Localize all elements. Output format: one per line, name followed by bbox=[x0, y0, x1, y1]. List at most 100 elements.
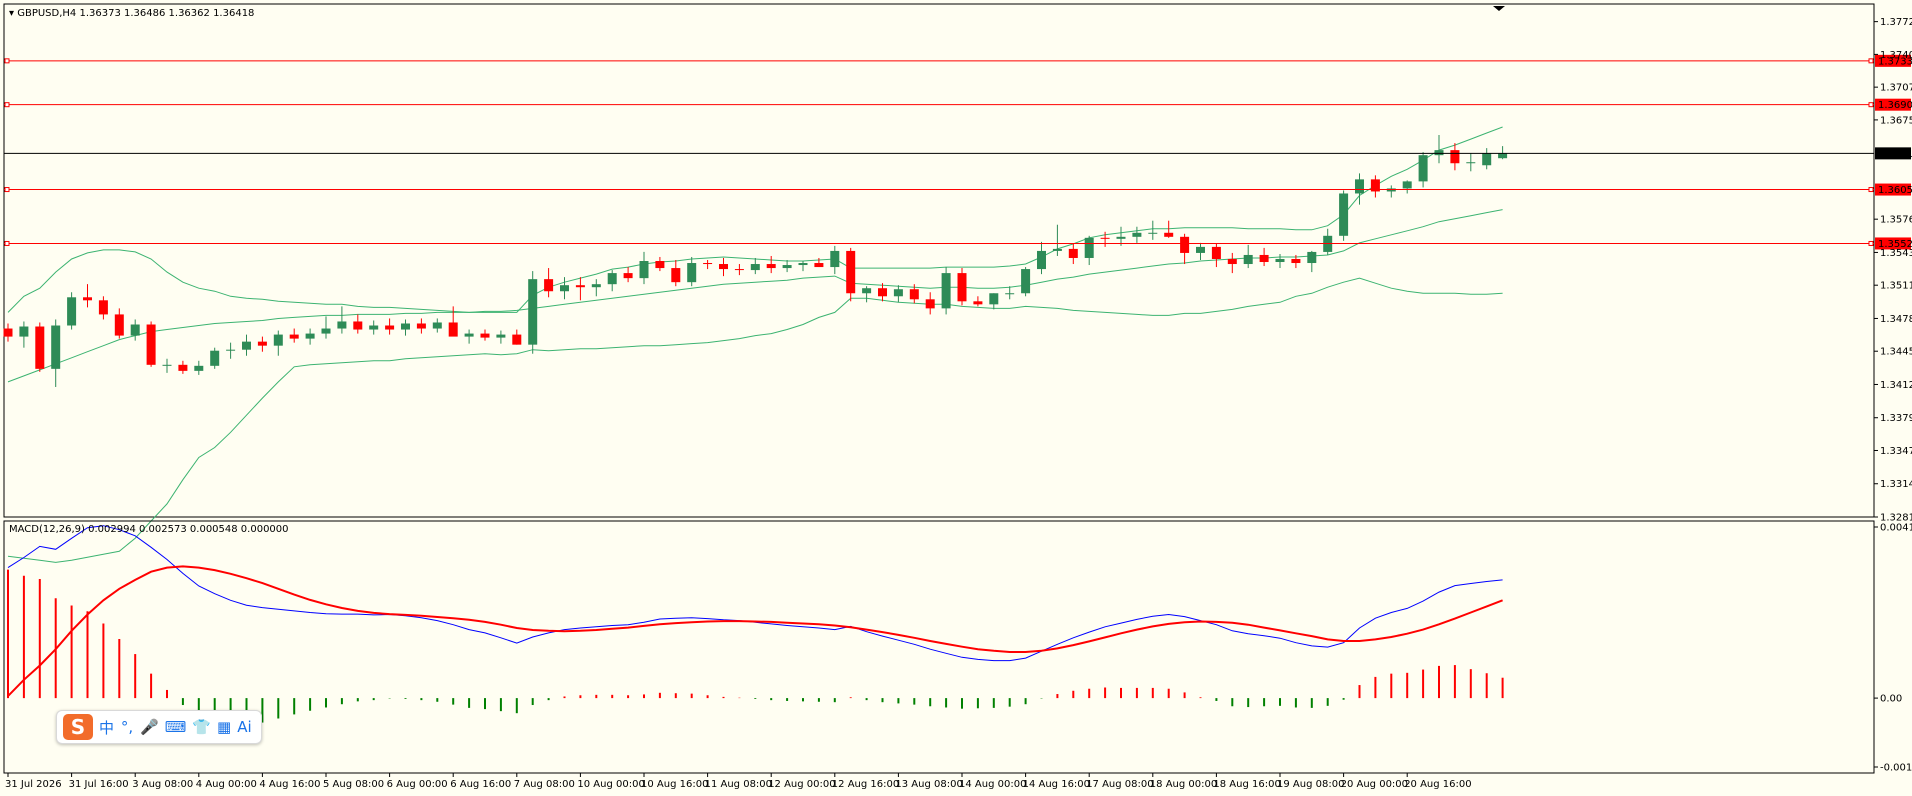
price-tick-label: 1.35110 bbox=[1880, 281, 1912, 292]
level-price-label: 1.35524 bbox=[1878, 239, 1912, 250]
macd-tick-label: -0.00169 bbox=[1880, 763, 1912, 774]
chart-header-text: ▾ GBPUSD,H4 1.36373 1.36486 1.36362 1.36… bbox=[9, 8, 254, 19]
time-tick-label: 12 Aug 16:00 bbox=[832, 779, 899, 790]
time-tick-label: 4 Aug 16:00 bbox=[259, 779, 320, 790]
chinese-mode-button[interactable]: 中 bbox=[99, 718, 115, 737]
candle-body bbox=[321, 328, 331, 334]
time-tick-label: 14 Aug 16:00 bbox=[1023, 779, 1090, 790]
candle-body bbox=[591, 284, 601, 288]
candle-body bbox=[416, 323, 426, 329]
candle-body bbox=[560, 285, 569, 292]
candle-body bbox=[766, 264, 776, 269]
time-tick-label: 6 Aug 16:00 bbox=[450, 779, 511, 790]
main-panel-frame bbox=[3, 3, 1875, 518]
candle-body bbox=[1180, 236, 1190, 253]
candle-body bbox=[1498, 153, 1508, 159]
time-tick-label: 18 Aug 16:00 bbox=[1213, 779, 1280, 790]
candle-body bbox=[369, 325, 379, 330]
time-tick-label: 4 Aug 00:00 bbox=[196, 779, 257, 790]
level-handle-right bbox=[1868, 58, 1874, 64]
macd-panel[interactable]: 0.004197 0.00 -0.00169 MACD(12,26,9) 0.002… bbox=[3, 520, 1912, 774]
candle-body bbox=[687, 263, 697, 283]
candle-body bbox=[925, 299, 935, 309]
price-tick-label: 1.35765 bbox=[1880, 215, 1912, 226]
candle-body bbox=[1243, 254, 1253, 265]
candle-body bbox=[830, 250, 840, 268]
voice-input-icon[interactable]: 🎤 bbox=[140, 718, 159, 736]
level-price-box bbox=[1875, 98, 1911, 111]
price-tick-label: 1.35435 bbox=[1880, 248, 1912, 259]
candle-body bbox=[750, 264, 760, 271]
price-tick-label: 1.34780 bbox=[1880, 314, 1912, 325]
macd-axis: 0.004197 0.00 -0.00169 bbox=[1874, 523, 1912, 774]
candle-body bbox=[512, 334, 522, 345]
candle-body bbox=[989, 293, 999, 305]
candle-body bbox=[1434, 150, 1444, 156]
candle-body bbox=[1418, 155, 1428, 182]
symbol-label: GBPUSD,H4 bbox=[17, 8, 76, 19]
time-tick-label: 12 Aug 00:00 bbox=[768, 779, 835, 790]
candle-body bbox=[401, 323, 410, 330]
price-tick-label: 1.37075 bbox=[1880, 83, 1912, 94]
chart-shift-marker-icon[interactable] bbox=[1493, 6, 1505, 11]
candle-body bbox=[19, 326, 29, 337]
candle-body bbox=[575, 285, 585, 288]
time-tick-label: 10 Aug 00:00 bbox=[577, 779, 644, 790]
time-tick-label: 31 Jul 2026 bbox=[5, 779, 62, 790]
candle-body bbox=[1307, 251, 1317, 264]
skin-icon[interactable]: 👕 bbox=[192, 718, 212, 736]
candle-body bbox=[719, 264, 728, 270]
candle-body bbox=[782, 265, 792, 269]
time-axis: 31 Jul 2026 31 Jul 16:00 3 Aug 08:00 4 Aug … bbox=[5, 773, 1472, 790]
candle-body bbox=[67, 297, 77, 326]
candle-body bbox=[1037, 250, 1046, 270]
time-tick-label: 3 Aug 08:00 bbox=[132, 779, 193, 790]
candle-body bbox=[257, 341, 267, 346]
candle-body bbox=[1211, 246, 1221, 259]
candle-body bbox=[1355, 179, 1364, 194]
candle-body bbox=[1227, 258, 1237, 265]
candle-body bbox=[273, 334, 283, 346]
toolbox-icon[interactable]: ▦ bbox=[217, 718, 232, 736]
candle-body bbox=[544, 279, 554, 292]
candle-body bbox=[480, 333, 490, 338]
level-handle-left bbox=[4, 58, 10, 64]
candle-body bbox=[1021, 269, 1031, 294]
price-tick-label: 1.33795 bbox=[1880, 413, 1912, 424]
candle-body bbox=[862, 288, 872, 294]
time-tick-label: 17 Aug 08:00 bbox=[1086, 779, 1153, 790]
candle-body bbox=[496, 334, 506, 338]
macd-header-text: MACD(12,26,9) 0.002994 0.002573 0.000548… bbox=[9, 524, 289, 535]
candle-body bbox=[305, 333, 315, 339]
time-tick-label: 20 Aug 00:00 bbox=[1341, 779, 1408, 790]
level-handle-left bbox=[4, 102, 10, 108]
candle-body bbox=[1005, 293, 1015, 295]
current-price-label: 1.36418 bbox=[1878, 149, 1912, 160]
candle-body bbox=[528, 279, 538, 345]
level-price-box bbox=[1875, 54, 1911, 67]
punctuation-button[interactable]: °, bbox=[120, 718, 134, 736]
candle-body bbox=[957, 273, 967, 302]
candle-body bbox=[178, 364, 188, 371]
candle-body bbox=[973, 301, 983, 305]
keyboard-icon[interactable]: ⌨ bbox=[164, 718, 187, 736]
time-tick-label: 18 Aug 00:00 bbox=[1150, 779, 1217, 790]
ime-toolbar[interactable]: S 中 °, 🎤 ⌨ 👕 ▦ Ai bbox=[56, 710, 262, 744]
candle-body bbox=[98, 300, 108, 315]
header-dropdown-icon[interactable]: ▾ bbox=[9, 8, 17, 19]
price-tick-label: 1.36750 bbox=[1880, 115, 1912, 126]
candle-body bbox=[1402, 181, 1412, 189]
level-handle-left bbox=[4, 240, 10, 246]
candle-body bbox=[814, 263, 824, 268]
candle-body bbox=[1482, 153, 1492, 166]
price-tick-label: 1.33470 bbox=[1880, 446, 1912, 457]
ai-button[interactable]: Ai bbox=[237, 718, 252, 736]
candle-body bbox=[226, 349, 236, 351]
sogou-logo-icon[interactable]: S bbox=[63, 714, 93, 740]
candle-body bbox=[1052, 248, 1062, 251]
candle-body bbox=[1132, 232, 1142, 237]
